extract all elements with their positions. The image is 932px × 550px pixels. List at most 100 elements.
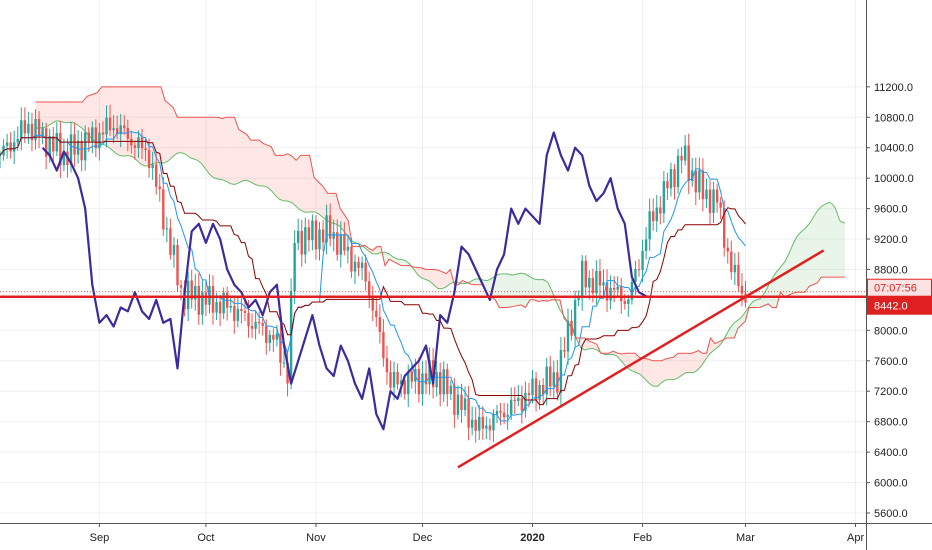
candle-body: [165, 228, 169, 230]
candle-body: [605, 282, 609, 301]
candle-body: [513, 399, 516, 401]
tenkan-sen-line: [0, 130, 746, 422]
cloud-segment: [813, 211, 818, 285]
cloud-segment: [314, 177, 319, 214]
cloud-segment: [681, 353, 687, 376]
candle-body: [541, 385, 545, 395]
candle-body: [584, 260, 587, 288]
senkou-span-b: [35, 86, 845, 362]
candle-body: [360, 262, 364, 269]
candle-body: [130, 138, 133, 146]
y-tick-label: 11200.0: [874, 82, 913, 94]
cloud-segment: [185, 117, 190, 158]
candle-body: [549, 366, 552, 387]
candle-body: [446, 369, 449, 394]
cloud-segment: [621, 353, 627, 367]
candle-body: [627, 299, 630, 304]
candle-body: [669, 169, 673, 189]
candle-body: [424, 373, 428, 385]
cloud-segment: [287, 153, 292, 203]
candle-body: [737, 264, 740, 287]
candle-body: [694, 170, 697, 193]
candle-body: [410, 371, 413, 382]
cloud-segment: [804, 224, 810, 293]
candle-body: [620, 286, 623, 302]
candle-body: [478, 416, 481, 431]
candle-body: [20, 120, 23, 139]
cloud-segment: [258, 140, 264, 187]
candle-body: [481, 416, 484, 429]
cloud-segment: [838, 217, 841, 278]
candle-body: [559, 349, 563, 393]
candle-body: [318, 229, 321, 250]
cloud-segment: [291, 155, 297, 207]
candle-body: [439, 372, 442, 395]
candle-body: [602, 282, 605, 286]
indicator-lines: [0, 130, 746, 422]
cloud-segment: [318, 182, 324, 218]
cloud-segment: [39, 102, 44, 128]
candle-body: [265, 325, 268, 344]
candle-body: [634, 269, 637, 282]
cloud-segment: [51, 102, 56, 124]
cloud-segment: [821, 204, 826, 278]
cloud-segment: [831, 203, 834, 278]
candle-body: [399, 380, 403, 385]
candle-body: [723, 207, 726, 248]
candle-body: [222, 292, 225, 314]
y-tick-label: 10000.0: [874, 173, 914, 185]
cloud-segment: [384, 252, 390, 266]
cloud-segment: [429, 269, 434, 285]
cloud-segment: [309, 155, 315, 212]
candle-body: [311, 220, 314, 241]
candle-body: [421, 373, 424, 395]
cloud-segment: [800, 228, 805, 293]
candle-body: [257, 321, 261, 324]
cloud-segment: [534, 279, 539, 302]
candle-body: [453, 385, 456, 415]
candle-body: [488, 425, 492, 431]
cloud-segment: [421, 267, 426, 280]
candle-body: [506, 414, 509, 418]
cloud-segment: [507, 273, 512, 308]
y-tick-label: 6000.0: [874, 478, 908, 490]
cloud-segment: [829, 202, 832, 278]
cloud-segment: [442, 271, 447, 289]
candle-body: [34, 119, 37, 141]
candle-body: [673, 169, 676, 188]
candle-body: [155, 164, 158, 187]
cloud-segment: [197, 117, 202, 164]
cloud-segment: [177, 117, 182, 154]
candle-body: [382, 331, 385, 359]
candle-body: [666, 181, 669, 189]
candle-body: [307, 227, 311, 241]
cloud-segment: [446, 269, 451, 287]
cloud-segment: [226, 117, 231, 184]
candle-body: [151, 164, 154, 169]
cloud-segment: [279, 155, 284, 201]
cloud-segment: [148, 86, 153, 166]
candle-body: [730, 251, 733, 273]
candle-body: [201, 292, 204, 315]
candle-body: [708, 189, 712, 213]
cloud-segment: [734, 320, 738, 338]
candle-body: [652, 211, 655, 222]
candle-body: [300, 230, 303, 255]
candle-body: [581, 260, 584, 299]
cloud-segment: [246, 134, 251, 183]
candle-body: [158, 186, 161, 190]
cloud-segment: [796, 232, 801, 293]
cloud-segment: [300, 155, 306, 213]
candle-body: [162, 189, 165, 230]
candle-body: [566, 320, 570, 352]
x-axis-panel: [0, 523, 932, 550]
candle-body: [364, 262, 367, 282]
candle-body: [577, 298, 580, 301]
candle-body: [595, 271, 598, 294]
cloud-segment: [525, 274, 530, 308]
candle-body: [297, 230, 300, 244]
candle-body: [250, 325, 254, 329]
candle-body: [623, 301, 626, 304]
candle-body: [680, 155, 683, 161]
